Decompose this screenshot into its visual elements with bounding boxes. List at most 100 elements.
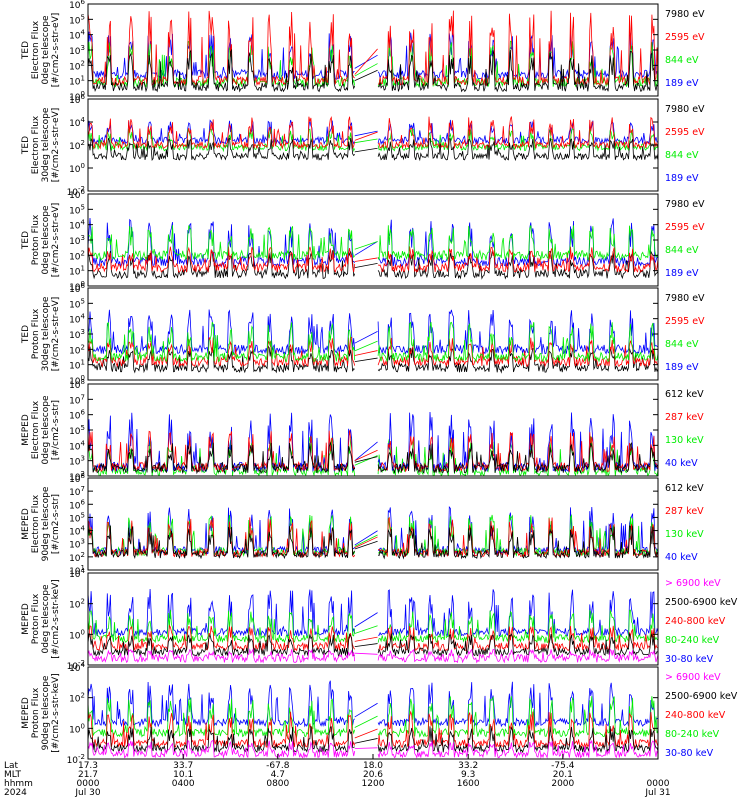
y-axis-label-line: 90deg telescope bbox=[41, 486, 51, 561]
legend-entry: 2500-6900 keV bbox=[665, 691, 738, 702]
gap-connector bbox=[354, 147, 378, 153]
panel-frame bbox=[87, 477, 659, 571]
legend-entry: 7980 eV bbox=[665, 104, 705, 115]
series-black-trace bbox=[88, 48, 658, 93]
legend-entry: 189 eV bbox=[665, 362, 699, 373]
panel-4: 100 101 102 103 104 105 106 TED Proton Flux 30deg… bbox=[21, 282, 705, 387]
gap-connector bbox=[354, 262, 378, 268]
gap-connector bbox=[354, 540, 378, 550]
legend-entry: 612 keV bbox=[665, 483, 704, 494]
y-axis-label-line: [#/cm2-s-str-eV] bbox=[51, 108, 61, 183]
gap-connector bbox=[354, 441, 378, 461]
y-tick-label: 10-2 bbox=[67, 185, 85, 198]
series-magenta-trace bbox=[88, 739, 658, 759]
gap-connector bbox=[354, 350, 378, 356]
series-blue-trace bbox=[88, 588, 658, 638]
series-black-trace bbox=[88, 726, 658, 754]
y-tick-label: 104 bbox=[69, 313, 85, 326]
x-row-label: Lat bbox=[4, 761, 19, 771]
x-tick-label-hhmm: 0000 bbox=[647, 779, 670, 789]
plot-area bbox=[88, 217, 658, 280]
y-tick-label: 104 bbox=[69, 29, 85, 42]
legend-entry: 7980 eV bbox=[665, 9, 705, 20]
y-tick-label: 104 bbox=[69, 116, 85, 129]
x-tick-label-hhmm: 1600 bbox=[457, 779, 480, 789]
x-tick-label-lat: 33.2 bbox=[458, 761, 478, 771]
y-axis-label-line: TED bbox=[21, 136, 31, 155]
y-tick-label: 101 bbox=[69, 265, 85, 278]
gap-connector bbox=[354, 241, 378, 250]
y-tick-label: 105 bbox=[69, 13, 85, 26]
x-tick-label-hhmm: 0400 bbox=[172, 779, 195, 789]
y-tick-label: 103 bbox=[69, 328, 85, 341]
y-axis-label-line: MEPED bbox=[21, 697, 31, 729]
x-tick-label-date: Jul 30 bbox=[74, 788, 100, 798]
legend-entry: 844 eV bbox=[665, 55, 699, 66]
y-axis-label-line: 0deg telescope bbox=[41, 15, 51, 85]
y-tick-label: 106 bbox=[69, 0, 85, 11]
legend-entry: 2595 eV bbox=[665, 316, 705, 327]
series-red-trace bbox=[88, 116, 658, 150]
y-axis-label-line: Proton Flux bbox=[31, 308, 41, 359]
y-tick-label: 105 bbox=[69, 203, 85, 216]
x-tick-label-hhmm: 0800 bbox=[266, 779, 289, 789]
x-tick-label-mlt: 20.1 bbox=[553, 770, 573, 780]
y-axis-label-line: [#/cm2-s-str-keV] bbox=[51, 579, 61, 658]
x-tick-label-date: Jul 31 bbox=[644, 788, 670, 798]
x-tick-label-lat: 17.3 bbox=[78, 761, 98, 771]
panel-1: 100 101 102 103 104 105 106 TED Electron Flux 0de… bbox=[21, 0, 705, 103]
y-tick-label: 102 bbox=[69, 139, 85, 152]
gap-connector bbox=[354, 340, 378, 352]
y-tick-label: 100 bbox=[69, 722, 85, 735]
gap-connector bbox=[354, 612, 378, 628]
y-tick-label: 108 bbox=[69, 378, 85, 391]
legend-entry: 80-240 keV bbox=[665, 635, 720, 646]
y-tick-label: 103 bbox=[69, 234, 85, 247]
panel-8: 10-2 100 102 104 MEPED Proton Flux 90deg teles… bbox=[21, 661, 738, 766]
legend-entry: 189 eV bbox=[665, 268, 699, 279]
y-axis-label: MEPED Proton Flux 0deg telescope [#/cm2-s-s… bbox=[21, 579, 61, 658]
series-green-trace bbox=[88, 321, 658, 363]
y-tick-label: 100 bbox=[69, 628, 85, 641]
legend-entry: 844 eV bbox=[665, 339, 699, 350]
x-tick-label-mlt: 20.6 bbox=[363, 770, 383, 780]
y-tick-label: 106 bbox=[69, 188, 85, 201]
y-axis-label-line: Electron Flux bbox=[31, 20, 41, 79]
series-green-trace bbox=[88, 225, 658, 262]
y-axis-label-line: MEPED bbox=[21, 508, 31, 540]
legend-entry: > 6900 keV bbox=[665, 672, 721, 683]
panels: 100 101 102 103 104 105 106 TED Electron Flux 0de… bbox=[21, 0, 738, 766]
y-axis-label-line: Proton Flux bbox=[31, 593, 41, 644]
legend-entry: 844 eV bbox=[665, 150, 699, 161]
y-tick-label: 103 bbox=[69, 44, 85, 57]
y-tick-label: 100 bbox=[69, 280, 85, 293]
plot-area bbox=[88, 588, 658, 664]
x-tick-label-mlt: 4.7 bbox=[271, 770, 285, 780]
gap-connector bbox=[354, 138, 378, 144]
gap-connector bbox=[354, 643, 378, 647]
legend-entry: 7980 eV bbox=[665, 199, 705, 210]
y-tick-label: 102 bbox=[69, 249, 85, 262]
legend-entry: 80-240 keV bbox=[665, 729, 720, 740]
gap-connector bbox=[354, 747, 378, 749]
x-tick-label-lat: -75.4 bbox=[551, 761, 575, 771]
legend-entry: 2595 eV bbox=[665, 32, 705, 43]
y-tick-label: 108 bbox=[69, 472, 85, 485]
y-axis-label-line: Proton Flux bbox=[31, 687, 41, 738]
y-tick-label: 106 bbox=[69, 409, 85, 422]
gap-connector bbox=[354, 130, 378, 137]
legend-entry: 2595 eV bbox=[665, 127, 705, 138]
panel-5: 102 103 104 105 106 107 108 MEPED Electron Flux 0… bbox=[21, 378, 704, 483]
y-axis-label-line: MEPED bbox=[21, 603, 31, 635]
panel-7: 10-2 100 102 104 MEPED Proton Flux 0deg telesc… bbox=[21, 567, 738, 672]
plot-area bbox=[88, 116, 658, 162]
legend-entry: 40 keV bbox=[665, 458, 698, 469]
plot-area bbox=[88, 309, 658, 374]
gap-connector bbox=[354, 69, 378, 82]
x-tick-label-mlt: 10.1 bbox=[173, 770, 193, 780]
series-black-trace bbox=[88, 525, 658, 560]
legend-entry: 189 eV bbox=[665, 78, 699, 89]
gap-connector bbox=[354, 455, 378, 466]
